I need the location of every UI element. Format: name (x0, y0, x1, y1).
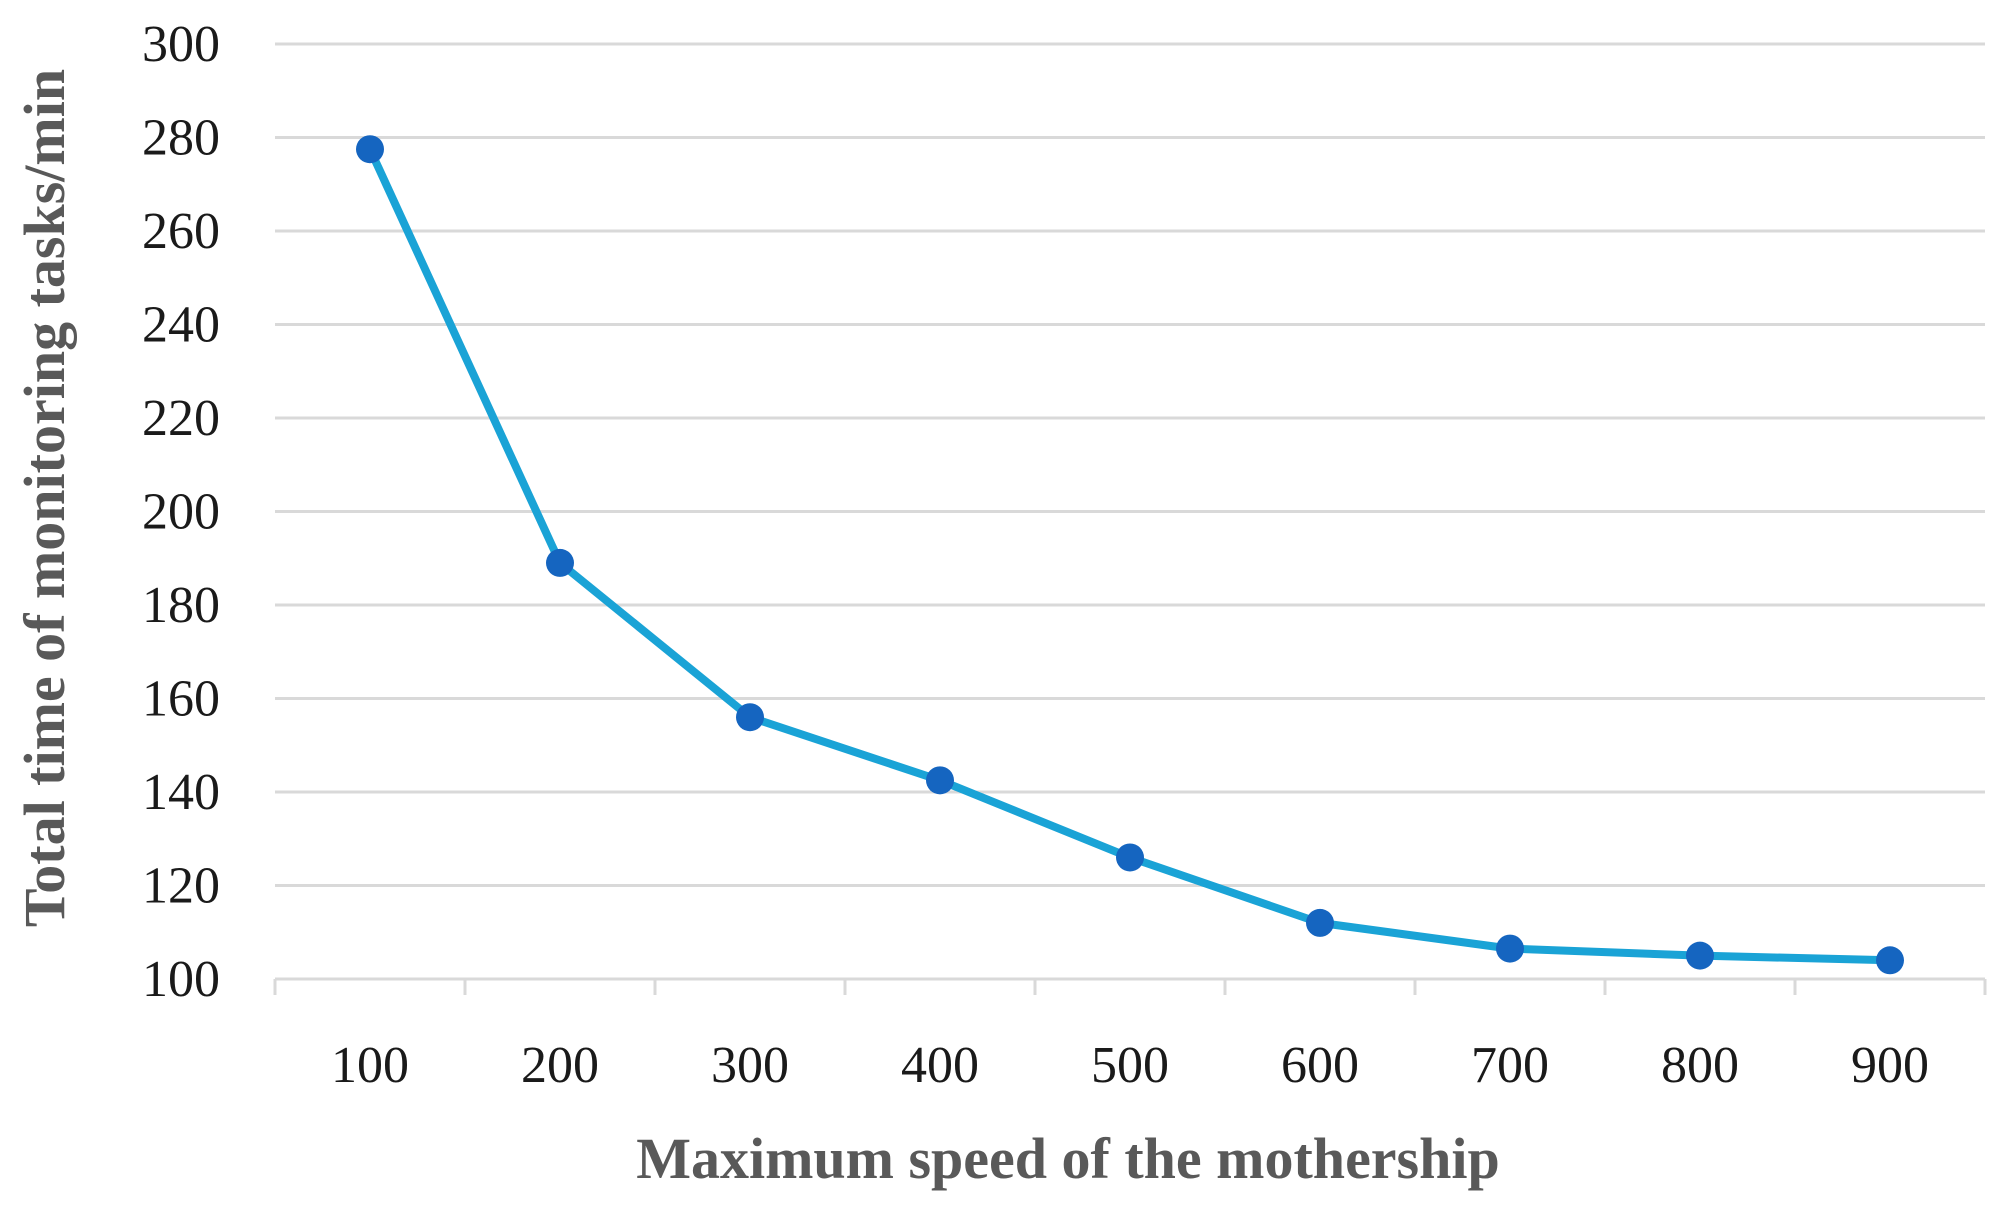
data-point (736, 703, 764, 732)
x-tick-label: 300 (711, 1037, 789, 1094)
x-tick-label: 800 (1661, 1037, 1739, 1094)
x-tick-label: 900 (1851, 1037, 1929, 1094)
y-tick-label: 140 (142, 764, 220, 821)
x-tick-label: 400 (901, 1037, 979, 1094)
y-tick-label: 180 (142, 577, 220, 634)
data-series (356, 135, 1904, 975)
x-tick-label: 700 (1471, 1037, 1549, 1094)
y-tick-label: 300 (142, 16, 220, 73)
data-point (1116, 843, 1144, 872)
x-axis-title: Maximum speed of the mothership (636, 1126, 1500, 1191)
x-tick-label: 600 (1281, 1037, 1359, 1094)
series-line (366, 145, 1894, 965)
x-axis (273, 977, 1987, 995)
data-point (1306, 908, 1334, 937)
data-point (926, 766, 954, 795)
x-tick-label: 100 (331, 1037, 409, 1094)
y-tick-label: 220 (142, 390, 220, 447)
y-axis-title: Total time of monitoring tasks/min (12, 69, 77, 927)
data-point (1686, 941, 1714, 970)
y-tick-label: 240 (142, 297, 220, 354)
x-tick-labels: 100 200 300 400 500 600 700 800 900 (331, 1037, 1929, 1094)
y-tick-label: 120 (142, 858, 220, 915)
x-tick-label: 200 (521, 1037, 599, 1094)
y-tick-label: 200 (142, 484, 220, 541)
y-tick-label: 280 (142, 110, 220, 167)
y-tick-label: 100 (142, 951, 220, 1008)
data-point (1496, 934, 1524, 963)
y-tick-label: 160 (142, 671, 220, 728)
gridlines (275, 42, 1985, 887)
x-tick-label: 500 (1091, 1037, 1169, 1094)
data-point (356, 135, 384, 164)
data-point (1876, 946, 1904, 975)
data-point (546, 548, 574, 577)
y-tick-label: 260 (142, 203, 220, 260)
y-tick-labels: 100 120 140 160 180 200 220 240 260 280 300 (142, 16, 220, 1008)
